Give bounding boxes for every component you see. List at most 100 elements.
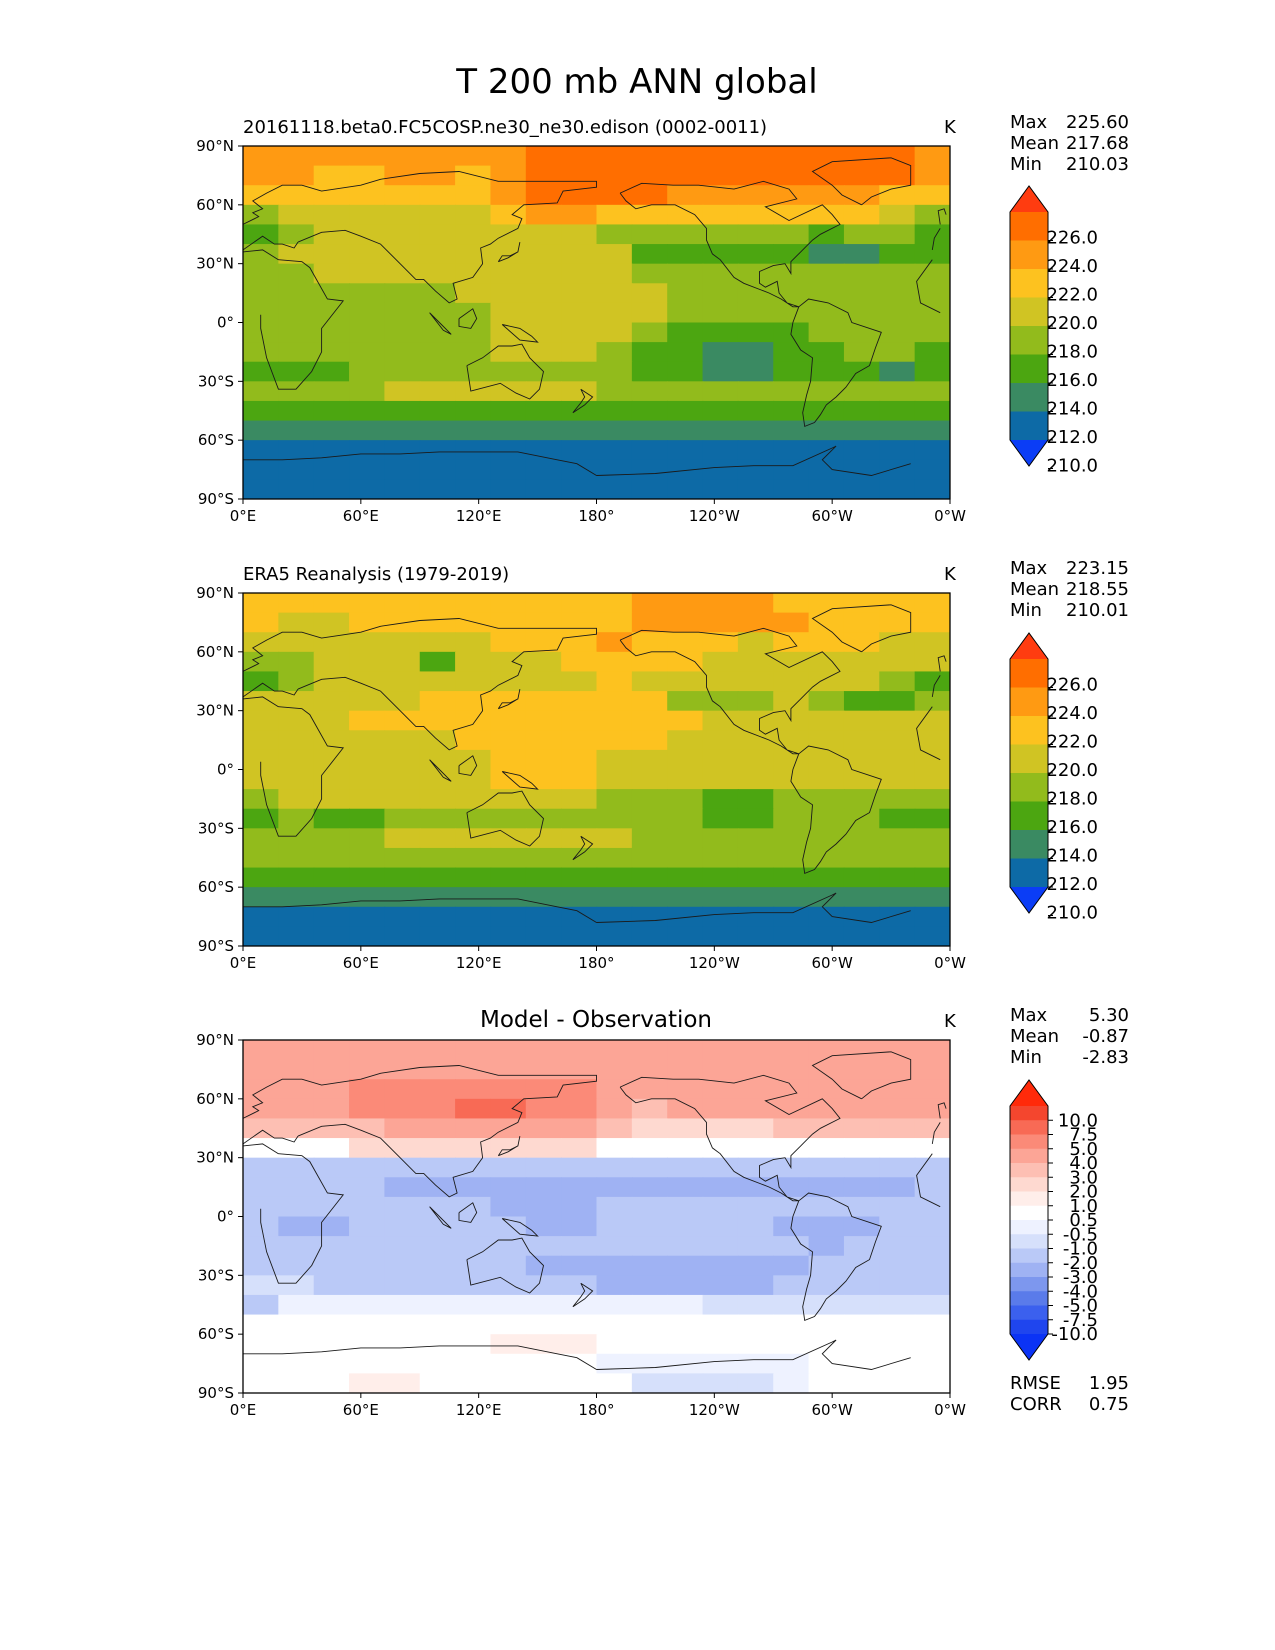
coastline xyxy=(243,696,941,837)
field-cell xyxy=(243,1118,280,1139)
field-cell xyxy=(808,1079,845,1100)
field-cell xyxy=(737,1098,775,1120)
y-tick-label: 90°N xyxy=(196,1031,234,1049)
field-cell xyxy=(419,1255,456,1277)
field-cell xyxy=(914,302,950,324)
x-tick-label: 60°E xyxy=(343,1401,379,1419)
field-cell xyxy=(313,632,350,653)
colorbar-label: 212.0 xyxy=(1046,874,1098,895)
field-cell xyxy=(278,1098,315,1120)
field-cell xyxy=(243,710,280,732)
field-cell xyxy=(455,593,492,614)
field-cell xyxy=(455,1138,492,1159)
field-cell xyxy=(702,710,739,732)
colorbar-label: 226.0 xyxy=(1046,228,1098,249)
field-cell xyxy=(702,789,739,810)
field-cell xyxy=(243,420,280,441)
stat-label: Min xyxy=(1010,1047,1042,1068)
field-cell xyxy=(737,593,775,614)
field-cell xyxy=(808,1255,845,1277)
field-cell xyxy=(737,1294,775,1316)
field-cell xyxy=(313,1059,350,1081)
field-cell xyxy=(773,1138,810,1159)
field-cell xyxy=(879,283,916,304)
coastline xyxy=(466,1237,544,1294)
field-cell xyxy=(702,1196,739,1218)
field-cell xyxy=(278,593,315,614)
stat-value: 210.03 xyxy=(1066,154,1129,175)
coastline xyxy=(811,157,912,206)
stat-label: Mean xyxy=(1010,579,1059,600)
field-cell xyxy=(419,612,456,634)
field-cell xyxy=(349,847,386,869)
field-cell xyxy=(561,789,598,810)
colorbar-label: 3.0 xyxy=(1069,1167,1098,1188)
field-cell xyxy=(631,789,668,810)
field-cell xyxy=(349,1314,386,1335)
field-cell xyxy=(773,749,810,771)
field-cell xyxy=(384,1275,421,1296)
field-cell xyxy=(419,302,456,324)
colorbar-label: 222.0 xyxy=(1046,285,1098,306)
field-cell xyxy=(667,1236,704,1257)
field-cell xyxy=(631,671,668,692)
field-cell xyxy=(773,828,810,849)
field-cell xyxy=(243,1196,280,1218)
field-cell xyxy=(349,828,386,849)
field-cell xyxy=(631,440,668,461)
field-cell xyxy=(808,632,845,653)
colorbar-swatch xyxy=(1010,687,1048,717)
field-cell xyxy=(631,1040,668,1061)
field-cell xyxy=(313,1196,350,1218)
coastline xyxy=(243,618,941,751)
field-cell xyxy=(808,847,845,869)
field-layer xyxy=(243,1040,950,1393)
field-cell xyxy=(419,185,456,206)
field-cell xyxy=(313,263,350,285)
field-cell xyxy=(278,420,315,441)
field-cell xyxy=(384,1314,421,1335)
field-cell xyxy=(384,749,421,771)
field-cell xyxy=(596,263,633,285)
field-cell xyxy=(737,828,775,849)
field-cell xyxy=(313,1314,350,1335)
field-cell xyxy=(384,671,421,692)
field-cell xyxy=(384,926,421,946)
colorbar-label: 0.5 xyxy=(1069,1210,1098,1231)
colorbar-extend-bottom xyxy=(1010,887,1048,913)
field-cell xyxy=(808,710,845,732)
field-cell xyxy=(349,1177,386,1198)
colorbar-swatch xyxy=(1010,1248,1048,1264)
field-cell xyxy=(349,1157,386,1179)
field-cell xyxy=(313,1098,350,1120)
field-cell xyxy=(879,671,916,692)
field-cell xyxy=(879,1118,916,1139)
field-cell xyxy=(490,593,527,614)
field-cell xyxy=(631,651,668,673)
field-cell xyxy=(879,1196,916,1218)
field-cell xyxy=(702,1255,739,1277)
field-cell xyxy=(243,1294,280,1316)
field-cell xyxy=(702,1353,739,1375)
field-cell xyxy=(455,459,492,481)
field-cell xyxy=(419,749,456,771)
field-cell xyxy=(737,671,775,692)
colorbar-swatch xyxy=(1010,1205,1048,1221)
field-cell xyxy=(914,789,950,810)
field-cell xyxy=(702,204,739,226)
field-cell xyxy=(561,1040,598,1061)
field-cell xyxy=(490,420,527,441)
field-cell xyxy=(455,342,492,363)
field-cell xyxy=(525,244,562,265)
field-cell xyxy=(384,867,421,888)
field-cell xyxy=(667,440,704,461)
field-cell xyxy=(808,204,845,226)
field-cell xyxy=(702,612,739,634)
field-cell xyxy=(419,381,456,402)
field-cell xyxy=(596,906,633,928)
field-cell xyxy=(667,808,704,830)
field-cell xyxy=(737,224,775,245)
field-cell xyxy=(737,612,775,634)
field-cell xyxy=(278,730,315,751)
field-cell xyxy=(561,204,598,226)
